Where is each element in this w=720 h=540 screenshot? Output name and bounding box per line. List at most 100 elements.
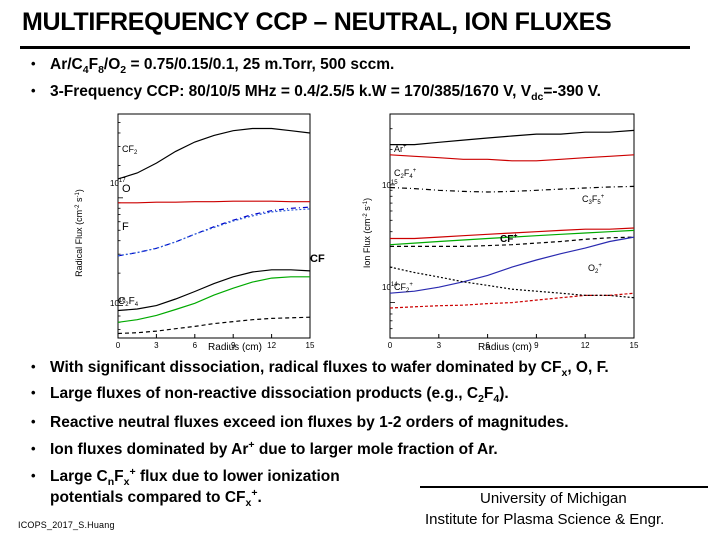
finding-1-part-1: With significant dissociation, radical f… [50,359,562,376]
condition-1-sub-1: 4 [82,64,89,77]
footer-affiliation-institute: Institute for Plasma Science & Engr. [425,511,665,528]
condition-2-part-2: =-390 V. [543,83,601,100]
ion-plot-frame [389,113,635,339]
radical-label-f: F [122,221,129,233]
finding-5-part-2: F [114,468,124,485]
radical-xtick-label-2: 6 [193,341,198,350]
radical-plot-frame [117,113,311,339]
radical-label-cf2: CF2 [122,144,138,156]
ion-ytick-label-14: 1014 [382,282,398,292]
finding-5-sup-1: + [129,465,136,478]
ion-xtick-label-3: 9 [534,341,539,350]
finding-2-part-2: F [483,385,494,402]
condition-1-sub-2: 8 [98,64,104,77]
condition-bullet-2: • 3-Frequency CCP: 80/10/5 MHz = 0.4/2.5… [31,83,601,104]
ion-flux-chart: 0 3 6 9 12 15 1014 1015 Radius (cm) Ion Flux … [362,113,639,353]
ion-label-cf2: CF2+ [394,282,413,294]
ion-xtick-label-5: 15 [630,341,639,350]
finding-6-part-2: . [257,489,262,506]
radical-xtick-label-3: 9 [231,341,236,350]
ion-series-line-0 [390,129,635,146]
bullet-dot-icon: • [31,414,36,429]
finding-5-sub-2: x [123,476,130,489]
finding-4-part-2: due to larger mole fraction of Ar. [254,441,498,458]
ion-label-o2: O2+ [588,263,602,275]
bullet-dot-icon: • [31,83,36,98]
finding-2-part-1: Large fluxes of non-reactive dissociatio… [50,385,479,402]
condition-1-sub-3: 2 [120,64,127,77]
ion-series-line-8 [389,266,635,299]
radical-x-axis-label: Radius (cm) [208,342,262,353]
radical-ytick-label-17: 1017 [110,178,126,188]
condition-bullet-1: • Ar/C4F8/O2 = 0.75/0.15/0.1, 25 m.Torr,… [31,56,395,77]
ion-series-line-5 [390,236,635,247]
radical-plot-area: 0 3 6 9 12 15 [116,113,315,350]
finding-6-sup-1: + [251,486,258,499]
bullet-dot-icon: • [31,359,36,374]
ion-series-line-6 [389,236,635,294]
radical-series-line-1 [118,200,310,204]
ion-label-ar: Ar+ [394,144,407,154]
finding-1-sub-1: x [561,367,568,380]
ion-label-c3f5: C3F5+ [582,194,605,206]
radical-label-o: O [122,183,131,195]
ion-series-line-4 [389,229,635,246]
bullet-dot-icon: • [31,441,36,456]
radical-series-line-5 [117,276,310,323]
finding-6-sub-1: x [245,497,252,510]
finding-bullet-1: • With significant dissociation, radical… [31,359,609,380]
radical-series-line-0 [117,127,311,180]
ion-ytick-label-15: 1015 [382,180,398,190]
condition-2-sub-1: dc [531,91,544,104]
radical-series-line-4 [117,269,311,312]
slide-title: MULTIFREQUENCY CCP – NEUTRAL, ION FLUXES [22,8,612,36]
title-divider [20,46,690,49]
finding-5-part-3: flux due to lower ionization [135,468,340,485]
finding-2-part-3: ). [499,385,509,402]
finding-3-part-1: Reactive neutral fluxes exceed ion fluxe… [50,414,569,431]
finding-2-sub-2: 4 [493,393,500,406]
radical-label-cf: CF [310,253,325,265]
finding-6-part-1: potentials compared to CF [50,489,246,506]
radical-series-line-6 [117,316,311,335]
radical-xtick-label-0: 0 [116,341,121,350]
ion-y-axis-label: Ion Flux (cm-2 s-1) [362,198,372,268]
bullet-dot-icon: • [31,385,36,400]
radical-flux-chart: 0 3 6 9 12 15 1016 1017 Radius (cm) Radical F… [74,113,325,353]
condition-1-part-3: /O [103,56,121,73]
footer-divider [420,486,708,488]
footer-affiliation-university: University of Michigan [480,490,627,507]
finding-bullet-5: • Large CnFx+ flux due to lower ionizati… [31,465,340,489]
footer-author-tag: ICOPS_2017_S.Huang [18,520,115,530]
ion-xtick-label-0: 0 [388,341,393,350]
bullet-dot-icon: • [31,468,36,483]
finding-4-part-1: Ion fluxes dominated by Ar [50,441,249,458]
radical-y-axis-label: Radical Flux (cm-2 s-1) [74,189,84,277]
finding-2-sub-1: 2 [478,393,484,406]
radical-xtick-label-5: 15 [306,341,315,350]
finding-bullet-4: • Ion fluxes dominated by Ar+ due to lar… [31,438,498,459]
ion-xtick-label-1: 3 [437,341,442,350]
finding-bullet-2: • Large fluxes of non-reactive dissociat… [31,385,509,406]
bullet-dot-icon: • [31,56,36,71]
radical-series-line-3 [117,208,311,257]
finding-1-part-2: , O, F. [567,359,609,376]
finding-continuation: potentials compared to CFx+. [50,486,262,510]
radical-xtick-label-1: 3 [154,341,159,350]
finding-5-part-1: Large C [50,468,108,485]
ion-label-c2f4: C2F4+ [394,168,417,180]
radical-ytick-label-16: 1016 [110,298,126,308]
condition-1-part-4: = 0.75/0.15/0.1, 25 m.Torr, 500 sccm. [126,56,395,73]
ion-series-line-7 [389,292,635,309]
ion-xtick-label-4: 12 [581,341,590,350]
radical-label-c2f4: C2F4 [118,296,139,308]
ion-series-line-2 [389,185,635,193]
finding-bullet-3: • Reactive neutral fluxes exceed ion flu… [31,414,569,432]
finding-4-sup-1: + [248,438,255,451]
ion-label-cf: CF+ [500,233,517,245]
radical-xtick-label-4: 12 [267,341,276,350]
radical-series-line-2 [117,206,311,257]
ion-xtick-label-2: 6 [485,341,490,350]
condition-1-part-1: Ar/C [50,56,83,73]
finding-5-sub-1: n [107,476,115,489]
